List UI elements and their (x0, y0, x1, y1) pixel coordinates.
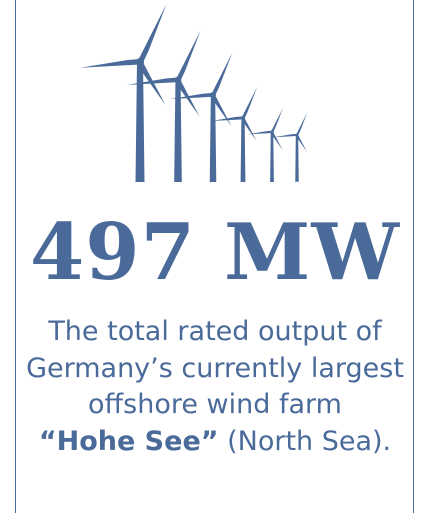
border-right (413, 0, 414, 513)
description: The total rated output of Germany’s curr… (0, 314, 430, 460)
description-line: The total rated output of (48, 316, 382, 347)
location: (North Sea). (227, 425, 392, 457)
farm-name: “Hohe See” (38, 425, 219, 457)
headline: 497 MW (30, 207, 400, 298)
turbine (79, 2, 170, 182)
description-line: Germany’s currently largest (26, 352, 404, 384)
description-line: “Hohe See” (North Sea). (0, 424, 430, 461)
turbine (246, 107, 285, 183)
description-line: offshore wind farm (88, 389, 342, 420)
wind-turbines-icon (79, 2, 309, 183)
turbine (211, 86, 259, 182)
turbine (273, 111, 309, 182)
border-left (15, 0, 16, 513)
